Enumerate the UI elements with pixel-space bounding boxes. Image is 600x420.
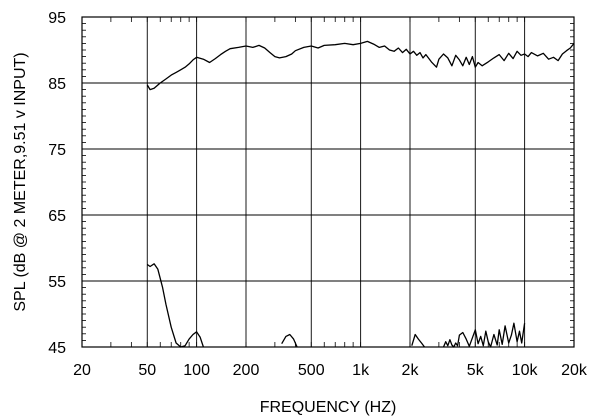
y-tick-labels: 95 85 75 65 55 45 [48,10,66,357]
x-tick-label-1: 50 [138,362,156,379]
y-tick-label-4: 55 [48,274,66,291]
x-axis-title: FREQUENCY (HZ) [260,399,397,416]
series-line-2 [281,333,298,348]
y-tick-label-0: 95 [48,10,66,27]
series-line-3 [411,333,426,348]
x-tick-labels: 20 50 100 200 500 1k 2k 5k 10k 20k [73,362,588,379]
y-tick-label-1: 85 [48,76,66,93]
series-line-4 [442,322,526,348]
y-axis-title: SPL (dB @ 2 METER,9.51 v INPUT) [12,52,29,311]
x-tick-label-4: 500 [298,362,325,379]
x-tick-label-7: 5k [467,362,485,379]
x-tick-label-9: 20k [561,362,588,379]
grid-lines [82,17,574,347]
y-tick-label-5: 45 [48,340,66,357]
x-tick-label-6: 2k [402,362,420,379]
x-tick-label-0: 20 [73,362,91,379]
x-tick-label-8: 10k [512,362,539,379]
y-tick-label-2: 75 [48,142,66,159]
minor-tick-marks [82,17,574,347]
series-line-0 [146,40,575,91]
series-group [146,40,575,348]
x-tick-label-5: 1k [352,362,370,379]
x-tick-label-3: 200 [233,362,260,379]
y-tick-label-3: 65 [48,208,66,225]
series-line-1 [146,263,205,348]
x-tick-label-2: 100 [183,362,210,379]
plot-area-frame [81,16,575,348]
